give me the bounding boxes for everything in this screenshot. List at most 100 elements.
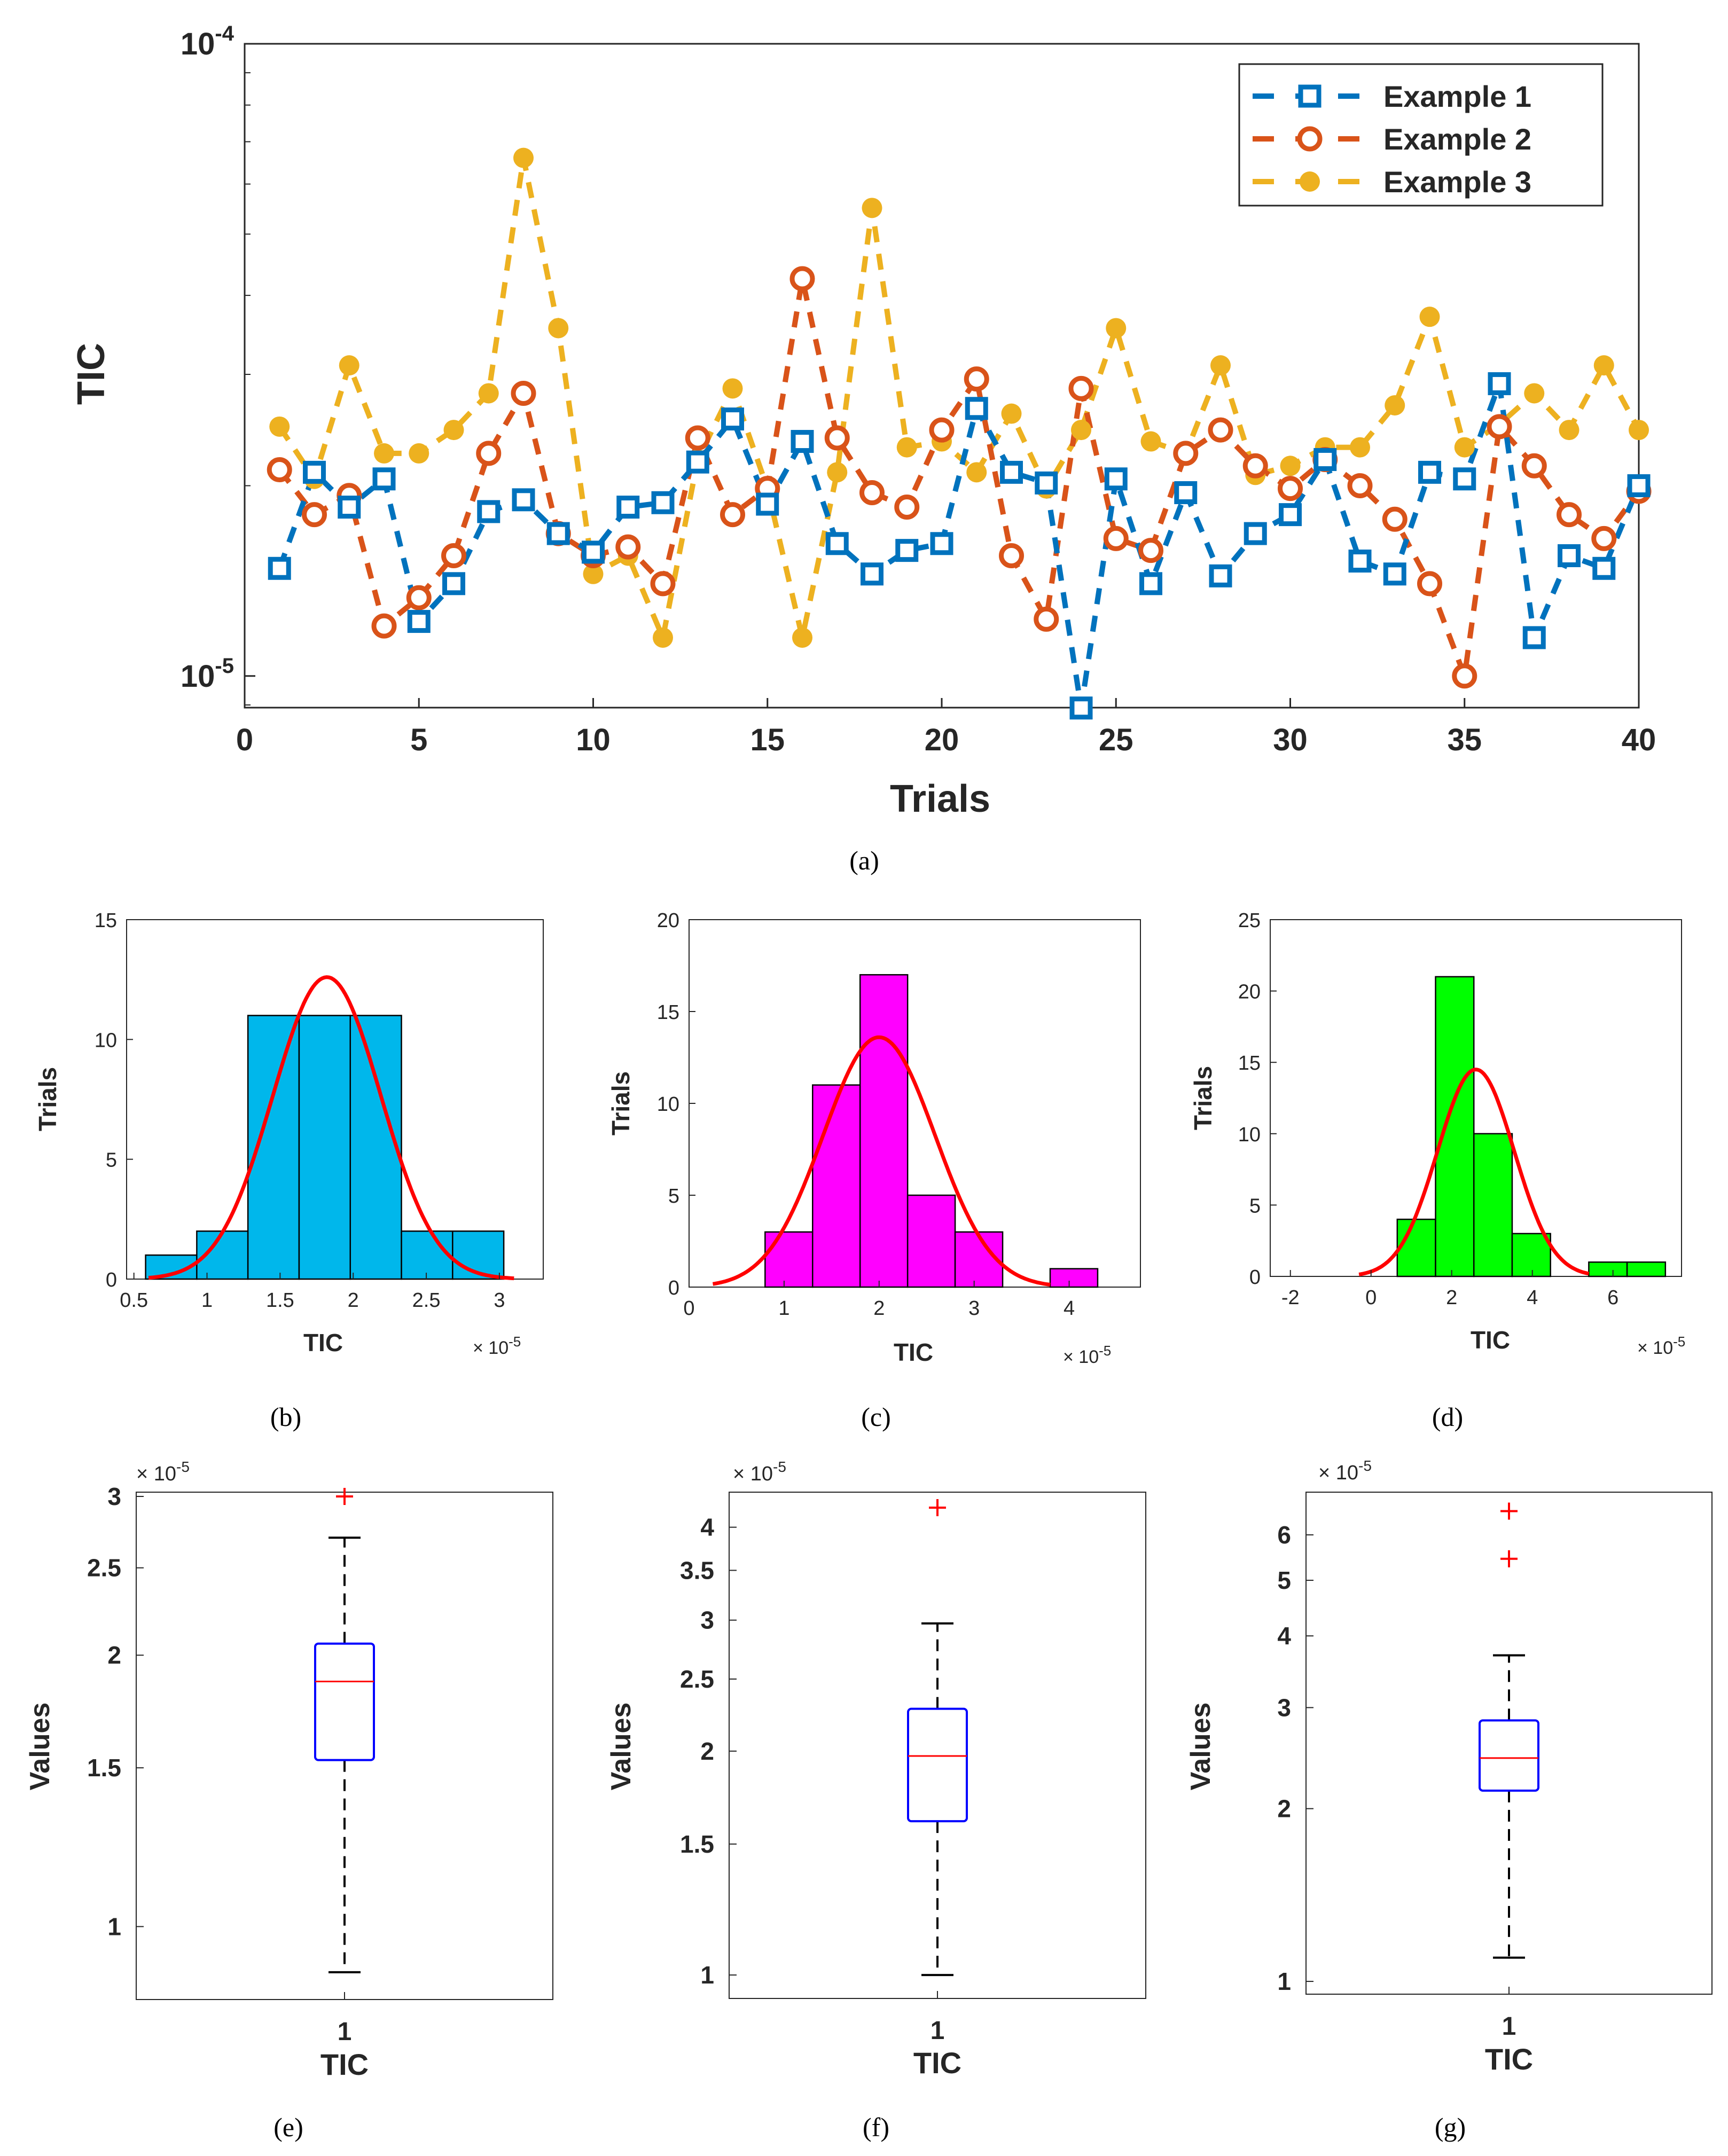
- y-tick-label: 15: [657, 1001, 679, 1024]
- example-3-point: [269, 416, 290, 437]
- x-tick-label: 10: [576, 723, 611, 757]
- x-tick-label: 35: [1447, 723, 1482, 757]
- x-tick-label: 2: [1446, 1287, 1457, 1309]
- x-tick-label: 15: [750, 723, 785, 757]
- example-1-point: [1174, 481, 1198, 504]
- example-3-point: [896, 437, 917, 458]
- example-3-point: [722, 378, 743, 399]
- y-tick-label: 5: [1277, 1566, 1291, 1594]
- example-3-point: [966, 462, 987, 483]
- example-1-point: [338, 496, 361, 519]
- example-1-point: [1453, 467, 1476, 491]
- example-1-point: [1279, 503, 1302, 527]
- example-3-point: [1280, 456, 1301, 476]
- example-1-point: [861, 562, 883, 586]
- example-3-point: [827, 462, 848, 483]
- example-1-point: [407, 610, 431, 633]
- example-3-point: [1559, 420, 1580, 441]
- panel-g-boxplot: 1 2 3 4 5 6 1 TIC Values × 10-5: [1185, 1457, 1713, 2076]
- example-2-point: [302, 502, 327, 528]
- panel-a-line-chart: 0 5 10 15 20 25 30 35 40 10-4 10-5 Trials TIC Exa…: [70, 22, 1656, 820]
- y-tick-label: 3: [107, 1483, 121, 1510]
- y-tick-label: 4: [1277, 1622, 1291, 1650]
- normal-fit-curve: [148, 975, 514, 1281]
- x-tick-label: 3: [968, 1297, 980, 1320]
- caption-g: (g): [1435, 2112, 1466, 2142]
- example-1-point: [442, 572, 465, 595]
- x-tick-label: 2.5: [412, 1289, 441, 1312]
- example-1-point: [721, 407, 744, 431]
- example-2-point: [1452, 663, 1477, 689]
- y-tick-label: 2: [700, 1737, 714, 1765]
- y-tick-label: 2: [1277, 1795, 1291, 1823]
- x-tick-label-g: 1: [1502, 2012, 1516, 2041]
- histogram-bar: [1511, 1233, 1551, 1277]
- example-1-point: [1313, 448, 1337, 471]
- example-1-point: [1209, 564, 1232, 587]
- x-axis-label-f: TIC: [913, 2046, 961, 2080]
- x-tick-label: 4: [1527, 1287, 1538, 1309]
- histogram-bar: [1626, 1261, 1667, 1277]
- example-2-point: [1347, 473, 1373, 498]
- panel-d-histogram: -2 0 2 4 6 0 5 10 15 20 25 TIC Trials × 10-5: [1189, 910, 1685, 1358]
- example-1-point: [1592, 556, 1616, 580]
- example-3-point: [443, 420, 464, 441]
- example-1-point: [1139, 572, 1162, 595]
- example-2-point: [1242, 453, 1268, 479]
- y-tick-label: 0: [106, 1269, 117, 1291]
- example-2-point: [859, 480, 885, 505]
- legend-example-1-point: [1298, 84, 1322, 108]
- example-3-point: [548, 318, 569, 339]
- x-axis-label-e: TIC: [320, 2048, 369, 2081]
- example-2-point: [1103, 526, 1129, 551]
- x-tick-label: 3: [494, 1289, 505, 1312]
- y-tick-label: 25: [1238, 910, 1261, 932]
- x-tick-label: 5: [410, 723, 427, 757]
- example-1-point: [477, 500, 501, 523]
- x-axis-label-c: TIC: [894, 1338, 933, 1366]
- example-1-point: [512, 488, 535, 512]
- outlier-marker: [1500, 1502, 1518, 1520]
- y-tick-label: 1.5: [87, 1754, 121, 1782]
- x-tick-label: 2: [873, 1297, 885, 1320]
- example-1-point: [616, 496, 640, 519]
- histogram-bar: [1473, 1133, 1513, 1277]
- example-3-point: [374, 443, 394, 464]
- example-2-point: [685, 425, 710, 451]
- histogram-bar: [298, 1015, 351, 1280]
- caption-b: (b): [270, 1402, 301, 1432]
- example-1-point: [1348, 550, 1372, 573]
- caption-f: (f): [863, 2112, 889, 2142]
- example-3-point: [1350, 437, 1370, 458]
- example-1-point: [1418, 460, 1441, 484]
- legend: Example 1 Example 2 Example 3: [1238, 63, 1604, 207]
- iqr-box: [907, 1707, 968, 1823]
- example-2-point: [441, 543, 466, 568]
- example-3-point: [1593, 355, 1614, 376]
- example-1-point: [268, 556, 291, 580]
- x-tick-label-e: 1: [338, 2018, 352, 2046]
- example-2-point: [1382, 506, 1408, 532]
- example-2-point: [894, 495, 920, 520]
- panel-b-histogram: 0.5 1 1.5 2 2.5 3 0 5 10 15 TIC Trials × 10-5: [34, 910, 544, 1358]
- exponent-label-c: × 10-5: [1063, 1343, 1111, 1367]
- y-tick-label: 1: [107, 1912, 121, 1940]
- example-1-point: [1488, 372, 1511, 395]
- example-2-point: [371, 613, 397, 639]
- example-1-point: [303, 460, 326, 484]
- example-3-point: [1629, 420, 1649, 441]
- histogram-bar: [1049, 1268, 1099, 1288]
- x-tick-label: 1: [201, 1289, 213, 1312]
- histogram-bar: [452, 1230, 505, 1280]
- iqr-box: [314, 1642, 375, 1761]
- x-tick-label: 0.5: [120, 1289, 148, 1312]
- y-axis-label-a: TIC: [70, 343, 113, 405]
- y-tick-label: 5: [106, 1149, 117, 1172]
- x-tick-label: 40: [1622, 723, 1656, 757]
- legend-label-example-2: Example 2: [1383, 122, 1531, 156]
- example-2-point: [476, 441, 502, 466]
- y-tick-label: 10: [657, 1093, 679, 1116]
- y-axis-label-b: Trials: [34, 1067, 61, 1131]
- y-tick-label: 10: [95, 1029, 117, 1052]
